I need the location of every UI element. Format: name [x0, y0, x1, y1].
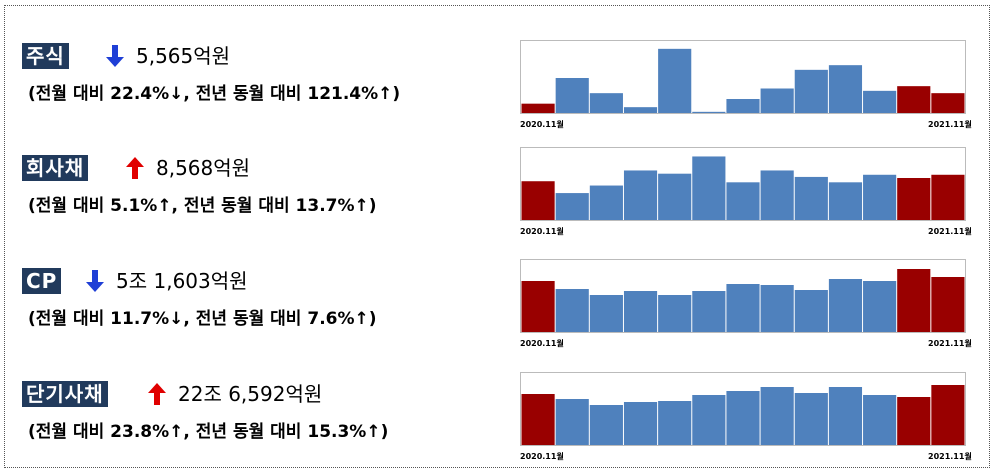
bar: [726, 284, 760, 332]
bar: [863, 281, 897, 332]
bar: [589, 93, 623, 113]
bar: [726, 182, 760, 220]
bar-chart: [520, 147, 966, 227]
bar: [760, 88, 794, 113]
bar: [555, 193, 589, 220]
x-end-label: 2021.11월: [928, 120, 972, 129]
x-start-label: 2020.11월: [520, 120, 564, 129]
amount-value: 5조 1,603억원: [116, 269, 248, 293]
amount-value: 22조 6,592억원: [178, 382, 323, 406]
bar: [692, 156, 726, 220]
report-frame: [4, 5, 990, 468]
bar: [658, 401, 692, 445]
bar: [760, 387, 794, 445]
x-start-label: 2020.11월: [520, 227, 564, 236]
bar: [521, 103, 555, 113]
bar: [589, 185, 623, 220]
bar: [726, 391, 760, 445]
category-label: CP: [22, 268, 62, 294]
bar: [692, 395, 726, 445]
bar: [589, 295, 623, 332]
bar-chart-svg: [520, 372, 966, 446]
bar: [863, 174, 897, 220]
category-label: 단기사채: [22, 381, 108, 407]
bar: [863, 90, 897, 113]
bar: [726, 99, 760, 113]
bar: [931, 277, 965, 332]
bar: [692, 291, 726, 332]
summary-row-0: 주식 5,565억원 (전월 대비 22.4%↓, 전년 동월 대비 121.4%↑…: [0, 0, 1002, 129]
bar: [623, 291, 658, 332]
summary-row-3: 단기사채 22조 6,592억원 (전월 대비 23.8%↑, 전년 동월 대비 1…: [0, 0, 1002, 461]
bar: [897, 86, 931, 113]
change-summary: (전월 대비 23.8%↑, 전년 동월 대비 15.3%↑): [28, 422, 389, 442]
bar-chart: [520, 259, 966, 339]
bar-chart-svg: [520, 259, 966, 333]
bar-chart-svg: [520, 40, 966, 114]
bar: [828, 387, 863, 445]
x-end-label: 2021.11월: [928, 452, 972, 461]
amount-value: 8,568억원: [156, 156, 251, 180]
bar: [555, 399, 589, 445]
bar-chart: [520, 40, 966, 120]
bar: [658, 295, 692, 332]
bar: [828, 182, 863, 220]
bar-chart-svg: [520, 147, 966, 221]
x-start-label: 2020.11월: [520, 339, 564, 348]
amount-value: 5,565억원: [136, 44, 231, 68]
up-arrow-icon: [148, 383, 166, 405]
x-end-label: 2021.11월: [928, 339, 972, 348]
category-label: 회사채: [22, 155, 89, 181]
bar: [658, 48, 692, 114]
bar: [623, 402, 658, 445]
bar: [555, 289, 589, 332]
bar: [794, 290, 828, 332]
change-summary: (전월 대비 5.1%↑, 전년 동월 대비 13.7%↑): [28, 196, 377, 216]
bar: [692, 111, 726, 113]
change-summary: (전월 대비 11.7%↓, 전년 동월 대비 7.6%↑): [28, 309, 377, 329]
bar: [794, 176, 828, 220]
bar: [863, 395, 897, 445]
bar: [760, 170, 794, 220]
bar: [555, 78, 589, 113]
x-end-label: 2021.11월: [928, 227, 972, 236]
bar: [623, 170, 658, 220]
bar: [794, 393, 828, 445]
bar: [760, 285, 794, 332]
down-arrow-icon: [86, 270, 104, 292]
bar: [897, 397, 931, 445]
bar: [931, 174, 965, 220]
summary-row-2: CP 5조 1,603억원 (전월 대비 11.7%↓, 전년 동월 대비 7.6%…: [0, 0, 1002, 348]
bar: [828, 65, 863, 113]
bar: [658, 173, 692, 220]
x-start-label: 2020.11월: [520, 452, 564, 461]
bar-chart: [520, 372, 966, 452]
bar: [828, 279, 863, 332]
category-label: 주식: [22, 43, 69, 69]
bar: [897, 269, 931, 332]
bar: [589, 405, 623, 445]
bar: [931, 385, 965, 445]
change-summary: (전월 대비 22.4%↓, 전년 동월 대비 121.4%↑): [28, 84, 401, 104]
bar: [931, 93, 965, 113]
summary-row-1: 회사채 8,568억원 (전월 대비 5.1%↑, 전년 동월 대비 13.7%↑)…: [0, 0, 1002, 236]
bar: [521, 281, 555, 332]
bar: [794, 69, 828, 113]
bar: [623, 107, 658, 113]
bar: [897, 178, 931, 220]
bar: [521, 181, 555, 220]
down-arrow-icon: [106, 45, 124, 67]
up-arrow-icon: [126, 157, 144, 179]
bar: [521, 394, 555, 445]
